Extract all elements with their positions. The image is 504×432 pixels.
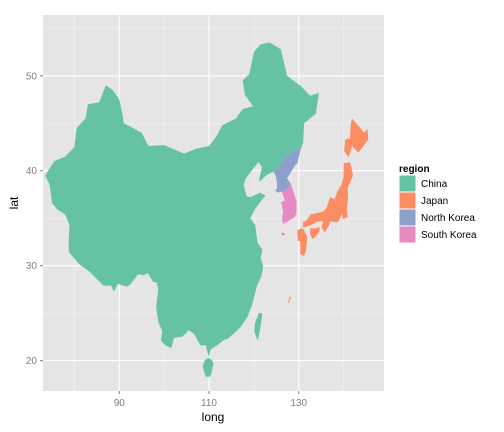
legend-label-south-korea: South Korea <box>421 230 477 241</box>
y-tick-label: 30 <box>26 261 38 272</box>
y-tick-label: 40 <box>26 166 38 177</box>
legend-label-china: China <box>421 179 448 190</box>
region-china-polygon <box>45 42 319 357</box>
region-south-korea-polygon <box>281 184 297 224</box>
region-polygons <box>45 42 369 377</box>
legend-key-japan <box>398 191 417 210</box>
region-japan-polygon <box>344 118 369 158</box>
region-north-korea-polygon <box>273 147 302 193</box>
region-south-korea-polygon <box>281 232 285 236</box>
legend-label-japan: Japan <box>421 196 448 207</box>
region-japan-polygon <box>310 226 320 240</box>
x-tick-label: 110 <box>201 398 217 409</box>
y-axis-title: lat <box>7 196 21 209</box>
legend-key-south-korea <box>398 225 417 244</box>
y-tick-label: 20 <box>26 356 38 367</box>
region-china-polygon <box>254 313 263 341</box>
region-japan-polygon <box>302 162 353 233</box>
x-tick-label: 130 <box>290 398 307 409</box>
x-axis-title: long <box>202 410 225 424</box>
legend-title: region <box>399 164 430 175</box>
legend-key-china <box>398 174 417 193</box>
region-china-polygon <box>202 357 214 377</box>
region-japan-polygon <box>297 228 308 257</box>
y-tick-label: 50 <box>26 71 38 82</box>
x-tick-label: 90 <box>114 398 126 409</box>
region-japan-polygon <box>288 296 292 303</box>
legend: region China Japan North Korea South Korea <box>398 164 477 244</box>
legend-label-north-korea: North Korea <box>421 213 475 224</box>
x-axis: 90 110 130 <box>114 391 308 409</box>
legend-key-north-korea <box>398 208 417 227</box>
y-axis: 20 30 40 50 <box>26 71 43 367</box>
